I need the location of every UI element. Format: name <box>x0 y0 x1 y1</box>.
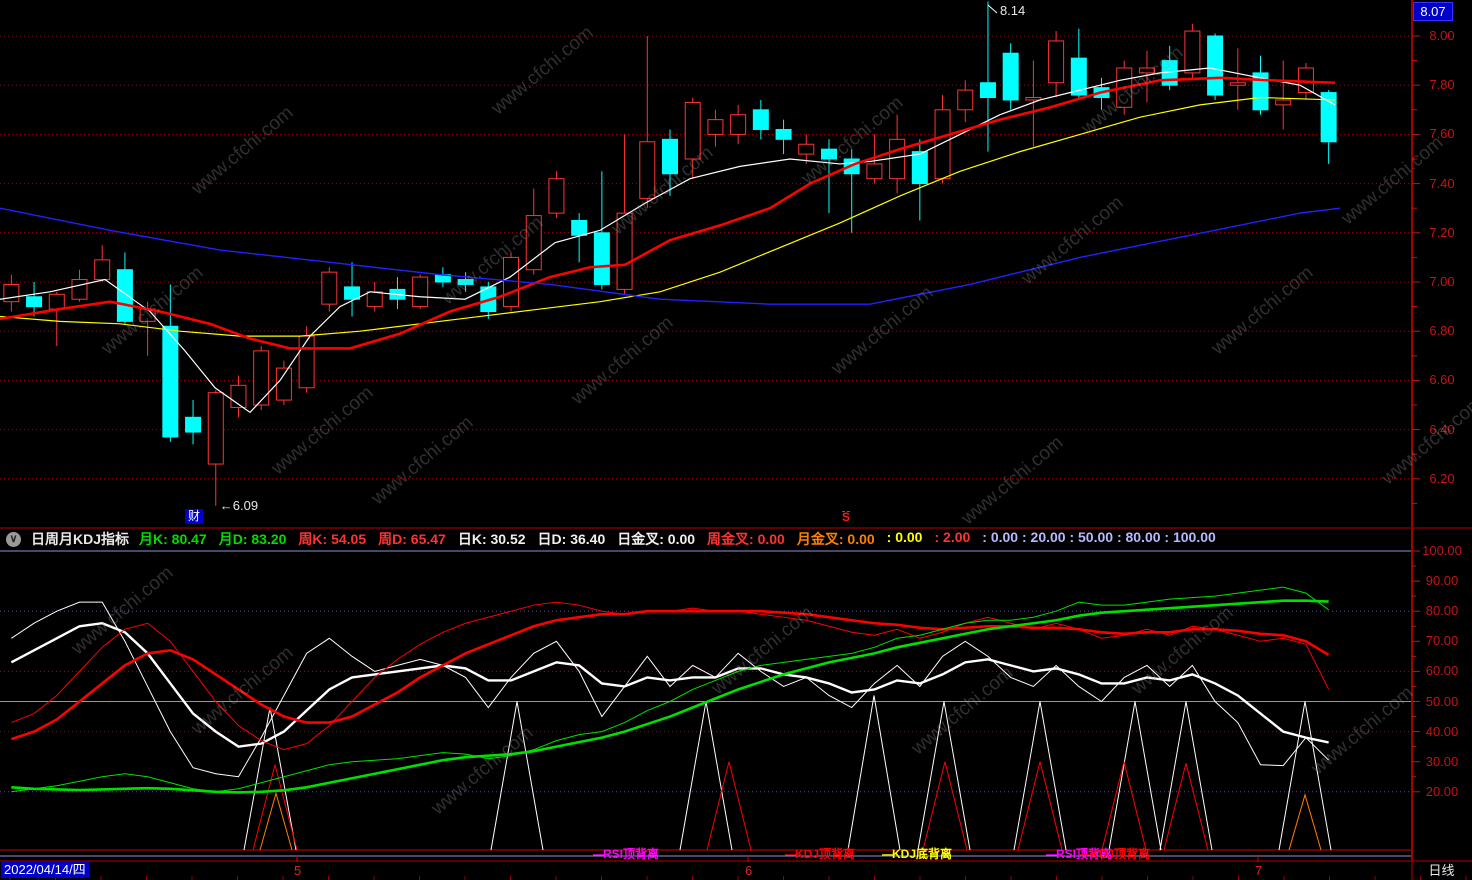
candle-down <box>162 325 179 438</box>
candle-down <box>344 286 361 300</box>
ma-line-blue <box>0 207 1341 305</box>
candle-up <box>798 143 815 155</box>
signal-spike-red <box>252 764 298 851</box>
candle-up <box>71 279 88 300</box>
signal-spike-white <box>1013 701 1067 851</box>
indicator-field: 日D: 36.40 <box>537 531 606 547</box>
candle-up <box>1138 67 1155 74</box>
candle-down <box>1207 35 1224 96</box>
ma-line-white <box>0 67 1336 414</box>
candle-down <box>911 151 928 185</box>
indicator-header: ∨ 日周月KDJ指标 月K: 80.47 月D: 83.20 周K: 54.05 周D… <box>0 529 1412 549</box>
signal-spike-orange <box>1288 793 1322 851</box>
candle-up <box>3 283 20 303</box>
candle-up <box>639 141 656 199</box>
indicator-field: 周金叉: 0.00 <box>707 531 785 547</box>
candle-down <box>775 128 792 140</box>
candle-up <box>616 212 633 290</box>
indicator-field: 周K: 54.05 <box>298 531 367 547</box>
candle-down <box>1320 92 1337 143</box>
candle-up <box>1025 97 1042 101</box>
kdj-line-day_k <box>11 601 1329 778</box>
candle-up <box>684 101 701 160</box>
signal-spike-red <box>706 761 752 851</box>
candle-down <box>752 109 769 130</box>
indicator-field: 月K: 80.47 <box>139 531 207 547</box>
signal-spike-red <box>1017 761 1063 851</box>
signal-spike-white <box>917 701 971 851</box>
candle-up <box>207 392 224 465</box>
candle-up <box>1275 99 1292 106</box>
candle-down <box>116 269 133 322</box>
signal-spike-white <box>1108 701 1162 851</box>
indicator-field: : 0.00 : 20.00 : 50.00 : 80.00 : 100.00 <box>982 529 1216 545</box>
candle-up <box>730 114 747 135</box>
candle-up <box>366 291 383 308</box>
candle-down <box>571 220 588 236</box>
indicator-field: : 2.00 <box>934 529 971 545</box>
candle-up <box>957 89 974 111</box>
candle-up <box>253 350 270 406</box>
signal-spike-white <box>490 701 544 851</box>
kdj-line-day_d <box>10 622 1329 748</box>
signal-spike-orange <box>259 791 293 851</box>
signal-spike-white <box>1278 701 1332 851</box>
candle-down <box>1002 52 1019 101</box>
indicator-field: 月金叉: 0.00 <box>796 531 875 547</box>
candle-up <box>548 178 565 214</box>
candle-down <box>662 138 678 175</box>
high-pointer <box>987 4 998 14</box>
candle-up <box>1184 30 1201 74</box>
indicator-field: 日金叉: 0.00 <box>617 531 696 547</box>
candle-down <box>457 279 474 285</box>
indicator-field: : 0.00 <box>886 529 923 545</box>
candle-down <box>1070 57 1087 96</box>
candle-up <box>525 215 542 271</box>
candle-up <box>275 367 292 401</box>
candle-up <box>298 335 315 389</box>
candle-up <box>889 138 906 180</box>
candle-up <box>321 271 338 305</box>
signal-spike-red <box>922 761 968 851</box>
candle-up <box>707 119 724 135</box>
indicator-values: 月K: 80.47 月D: 83.20 周K: 54.05 周D: 65.47 日K: … <box>139 529 1216 549</box>
candle-down <box>185 416 202 433</box>
candle-up <box>1048 40 1065 84</box>
signal-spike-white <box>243 707 297 851</box>
indicator-field: 月D: 83.20 <box>218 531 287 547</box>
candle-up <box>1229 82 1246 86</box>
indicator-title: 日周月KDJ指标 <box>31 531 130 547</box>
indicator-field: 周D: 65.47 <box>378 531 446 547</box>
candle-down <box>1252 72 1269 111</box>
ma-line-red <box>0 76 1336 350</box>
candle-up <box>934 109 951 180</box>
signal-spike-white <box>679 701 733 851</box>
candle-down <box>820 148 837 160</box>
indicator-field: 日K: 30.52 <box>457 531 526 547</box>
candle-down <box>593 232 610 285</box>
signal-spike-red <box>1163 763 1209 851</box>
ma-line-yellow <box>0 96 1336 337</box>
kdj-line-month_d <box>11 599 1329 794</box>
candle-up <box>48 293 65 310</box>
collapse-icon[interactable]: ∨ <box>6 531 21 547</box>
candle-down <box>979 82 996 98</box>
kdj-line-week_d <box>10 609 1330 741</box>
candle-up <box>412 276 429 308</box>
candle-up <box>94 259 111 281</box>
signal-spike-white <box>847 695 901 851</box>
candle-up <box>866 163 883 180</box>
kdj-line-month_k <box>11 586 1329 793</box>
candle-down <box>26 296 43 308</box>
signal-spike-red <box>1101 761 1147 851</box>
signal-spike-white <box>1159 701 1213 851</box>
